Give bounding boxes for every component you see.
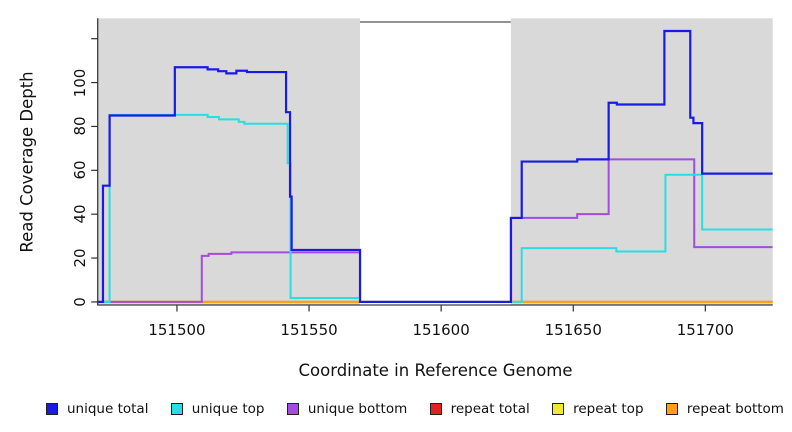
y-tick-label: 80 <box>71 116 89 136</box>
legend-item-unique-total: unique total <box>46 401 148 417</box>
legend-label: unique bottom <box>307 401 408 417</box>
legend-label: repeat total <box>450 401 530 417</box>
y-tick-label: 60 <box>71 160 89 180</box>
y-tick-label: 0 <box>71 297 89 307</box>
uncovered-gap-region <box>360 18 511 306</box>
legend-item-repeat-total: repeat total <box>429 401 530 417</box>
x-axis-title: Coordinate in Reference Genome <box>298 361 573 380</box>
y-tick-label: 40 <box>71 204 89 224</box>
series-unique-total <box>97 29 773 304</box>
legend-label: unique top <box>191 401 265 417</box>
y-tick-label: 20 <box>71 248 89 268</box>
axis-box <box>97 18 773 306</box>
legend-label: repeat bottom <box>686 401 784 417</box>
legend-item-unique-top: unique top <box>170 401 265 417</box>
legend-item-unique-bottom: unique bottom <box>286 401 408 417</box>
left-coverage-region <box>97 18 361 306</box>
legend-item-repeat-bottom: repeat bottom <box>665 401 784 417</box>
legend-swatch <box>46 403 58 415</box>
x-tick-label: 151700 <box>676 321 734 339</box>
legend-swatch <box>170 403 183 415</box>
legend-swatch <box>286 403 299 415</box>
x-tick-label: 151550 <box>280 321 338 339</box>
x-tick-label: 151650 <box>544 321 602 339</box>
legend-label: repeat top <box>573 401 644 417</box>
legend-swatch <box>665 403 678 415</box>
legend-swatch <box>552 403 565 415</box>
legend-item-repeat-top: repeat top <box>552 401 644 417</box>
legend-swatch <box>429 403 442 415</box>
legend: unique total unique top unique bottom repea… <box>46 396 784 422</box>
y-axis-title: Read Coverage Depth <box>17 71 37 253</box>
legend-label: unique total <box>67 401 149 417</box>
x-tick-label: 151600 <box>412 321 470 339</box>
x-tick-label: 151500 <box>148 321 206 339</box>
y-tick-label: 100 <box>71 68 89 97</box>
